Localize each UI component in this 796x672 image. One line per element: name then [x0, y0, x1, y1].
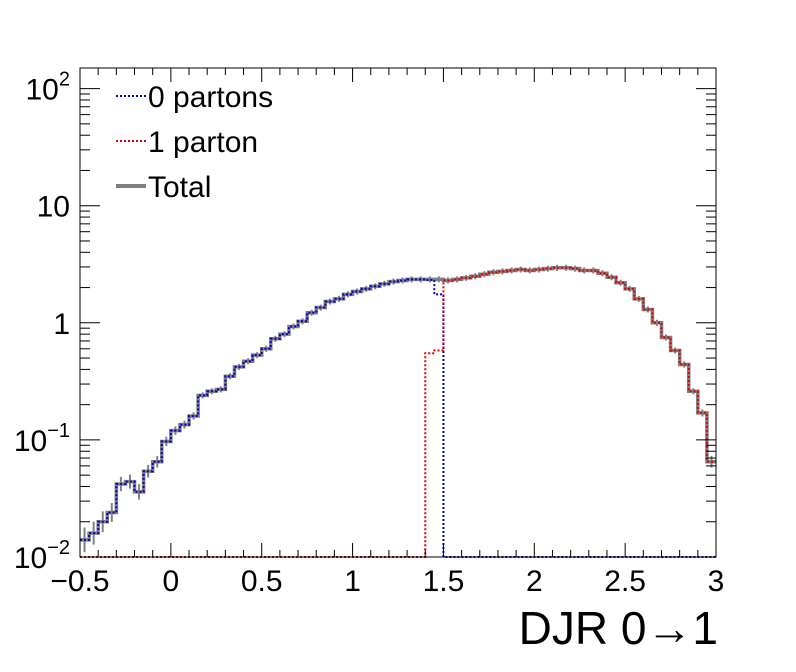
y-tick-label: 102 [26, 69, 71, 107]
plot-frame [79, 67, 717, 558]
x-tick-label: 3 [708, 565, 725, 598]
y-tick-label: 10−2 [14, 537, 70, 575]
y-axis-ticks [80, 88, 716, 558]
x-tick-label: −0.5 [50, 565, 109, 598]
x-tick-label: 1.5 [423, 565, 465, 598]
y-tick-label: 1 [53, 308, 70, 341]
legend: 0 partons 1 parton Total [116, 81, 273, 204]
x-tick-label: 0.5 [241, 565, 283, 598]
x-tick-label: 2 [526, 565, 543, 598]
y-tick-label: 10 [37, 191, 70, 224]
x-axis-title: DJR 0→1 [519, 602, 718, 654]
x-tick-label: 1 [344, 565, 361, 598]
legend-label: 1 parton [148, 126, 258, 159]
series-line-1-parton [80, 266, 716, 558]
y-axis-tick-labels: 10−2 10−1 1 10 102 [14, 69, 70, 575]
y-tick-label: 10−1 [14, 420, 70, 458]
legend-label: Total [148, 171, 211, 204]
x-axis-tick-labels: −0.5 0 0.5 1 1.5 2 2.5 3 [50, 565, 724, 598]
x-tick-label: 2.5 [604, 565, 646, 598]
legend-label: 0 partons [148, 81, 273, 114]
x-tick-label: 0 [163, 565, 180, 598]
